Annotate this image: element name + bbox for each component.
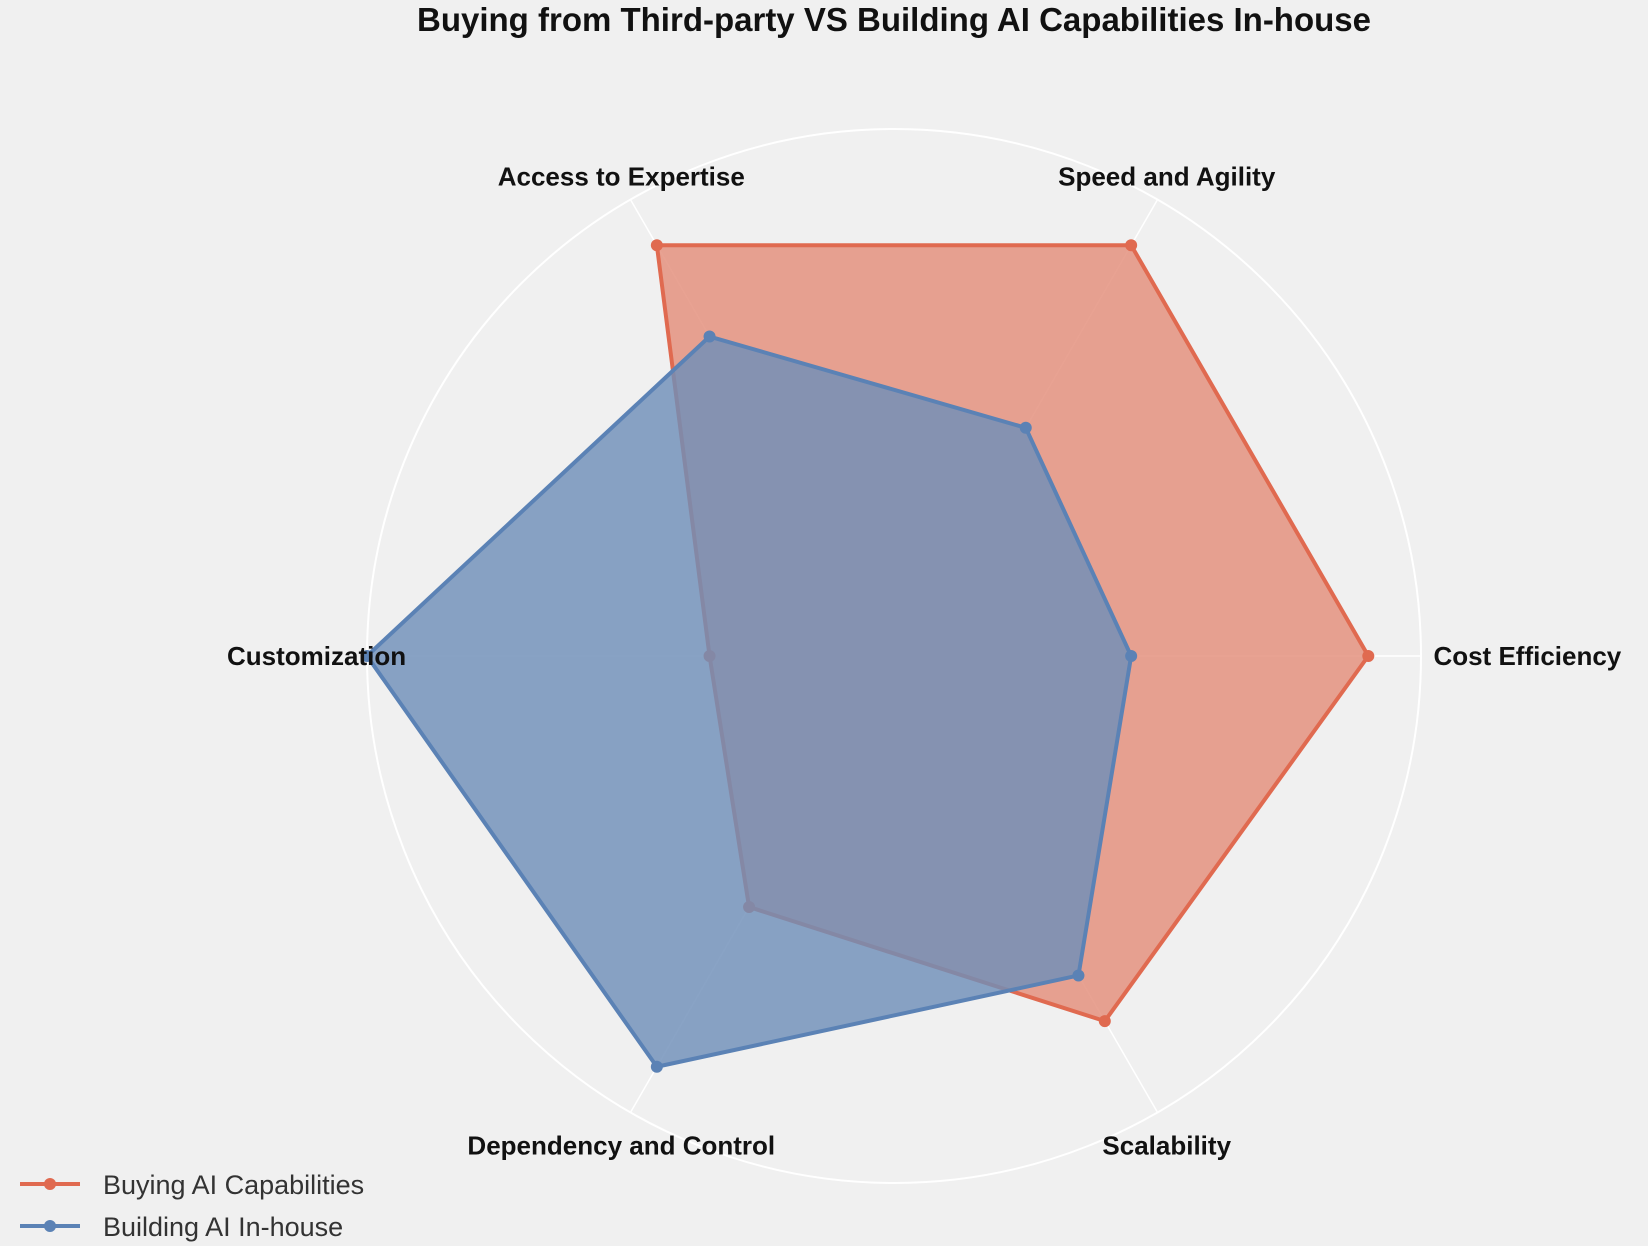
- chart-title: Buying from Third-party VS Building AI C…: [417, 1, 1371, 38]
- data-point: [1125, 239, 1138, 252]
- axis-labels: Cost Efficiency Speed and Agility Access t…: [227, 162, 1622, 1161]
- legend-label: Buying AI Capabilities: [103, 1170, 364, 1200]
- data-point: [361, 650, 373, 662]
- axis-label: Customization: [227, 641, 406, 671]
- series-area: [365, 334, 1134, 1069]
- data-point: [1019, 421, 1032, 434]
- axis-label: Dependency and Control: [467, 1130, 775, 1160]
- series-1: [361, 330, 1138, 1073]
- axis-label: Access to Expertise: [498, 162, 745, 192]
- axis-label: Cost Efficiency: [1433, 641, 1621, 671]
- data-point: [650, 239, 663, 252]
- legend-label: Building AI In-house: [103, 1212, 343, 1242]
- data-point: [1362, 650, 1375, 662]
- axis-label: Scalability: [1102, 1130, 1231, 1160]
- series-layer: [361, 239, 1375, 1073]
- data-point: [703, 330, 716, 343]
- legend-marker: [44, 1178, 56, 1190]
- axis-label: Speed and Agility: [1058, 162, 1276, 192]
- data-point: [650, 1060, 663, 1073]
- legend-item: Buying AI Capabilities: [20, 1170, 364, 1200]
- data-point: [1125, 650, 1138, 662]
- legend-item: Building AI In-house: [20, 1212, 343, 1242]
- data-point: [1098, 1015, 1111, 1028]
- legend: Buying AI Capabilities Building AI In-hou…: [20, 1170, 364, 1242]
- legend-marker: [44, 1220, 56, 1232]
- data-point: [1072, 969, 1085, 982]
